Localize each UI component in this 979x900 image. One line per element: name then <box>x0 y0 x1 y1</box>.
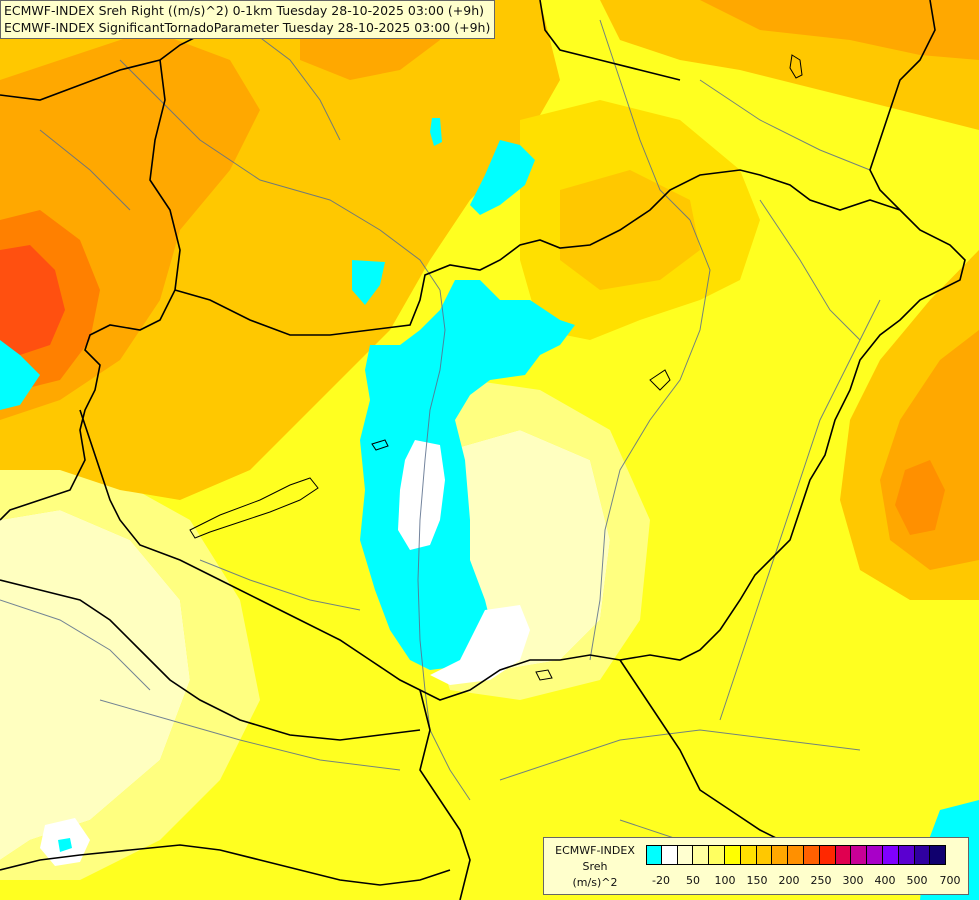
lake-small-east <box>649 369 671 391</box>
border-northwest <box>0 59 181 521</box>
lake-balaton <box>189 477 319 539</box>
legend-tick-labels: -20 50 100 150 200 250 300 400 500 700 <box>646 874 966 888</box>
legend-swatch <box>930 845 947 865</box>
legend-tick-label: 300 <box>842 874 864 887</box>
legend-swatch <box>788 845 804 865</box>
legend-color-scale <box>646 845 947 865</box>
legend-swatch <box>835 845 852 865</box>
border-north-poland <box>539 0 681 81</box>
legend-swatch <box>661 845 678 865</box>
title-box: ECMWF-INDEX Sreh Right ((m/s)^2) 0-1km T… <box>0 0 496 39</box>
border-south-lower <box>0 844 451 886</box>
lake-north-island <box>789 54 803 79</box>
legend-tick-label: 150 <box>746 874 768 887</box>
title-line-2: ECMWF-INDEX SignificantTornadoParameter … <box>4 20 491 35</box>
shading-amber-central <box>560 170 700 290</box>
legend-swatch <box>740 845 757 865</box>
legend-tick-label: 100 <box>714 874 736 887</box>
legend-swatch <box>851 845 868 865</box>
legend-variable: Sreh <box>582 860 608 873</box>
legend-tick-label: 700 <box>939 874 961 887</box>
shading-red-orange-west <box>0 245 65 355</box>
legend-swatch <box>724 845 741 865</box>
legend-swatch <box>819 845 836 865</box>
legend-swatch <box>772 845 789 865</box>
border-east-ukraine <box>869 0 936 211</box>
legend-swatch <box>646 845 662 865</box>
legend-swatch <box>882 845 899 865</box>
border-croatia-serbia <box>419 689 471 900</box>
legend-tick-label: 400 <box>874 874 896 887</box>
legend-swatch <box>898 845 915 865</box>
shading-cyan-central <box>360 280 575 670</box>
shading-deep-orange-east <box>895 460 945 535</box>
legend-tick-label: 50 <box>686 874 700 887</box>
shading-cyan-north-patch <box>352 260 385 305</box>
legend-tick-label: 200 <box>778 874 800 887</box>
legend-swatch <box>803 845 820 865</box>
legend-swatch <box>709 845 725 865</box>
legend-title: ECMWF-INDEX <box>555 844 635 857</box>
lake-small-south <box>535 669 553 681</box>
title-line-1: ECMWF-INDEX Sreh Right ((m/s)^2) 0-1km T… <box>4 3 484 18</box>
border-slovakia-hungary <box>79 169 966 701</box>
shading-cyan-west-edge <box>0 340 40 410</box>
rivers <box>0 19 881 861</box>
legend-unit: (m/s)^2 <box>572 876 618 889</box>
legend-tick-label: 500 <box>906 874 928 887</box>
lakes <box>189 54 803 681</box>
shading-white-south <box>430 605 530 685</box>
legend-swatch <box>677 845 694 865</box>
shading-white-central <box>398 440 445 550</box>
legend-swatch <box>914 845 931 865</box>
legend-swatch <box>756 845 773 865</box>
shading-cyan-small-spot <box>430 118 442 146</box>
border-south-west <box>0 579 421 741</box>
shading-cyan-north-streak <box>470 140 535 215</box>
legend-swatch <box>867 845 883 865</box>
shading-light-southwest <box>0 470 260 880</box>
shading-cyan-southwest <box>58 838 72 852</box>
legend-box: ECMWF-INDEX Sreh (m/s)^2 -20 50 100 150 200 2… <box>543 837 969 895</box>
lake-small-central <box>371 439 389 451</box>
shading-orange-northeast <box>700 0 979 60</box>
legend-tick-label: 250 <box>810 874 832 887</box>
shading-pale-southwest <box>0 510 190 860</box>
shading-light-central <box>410 380 650 700</box>
legend-tick-label: -20 <box>652 874 670 887</box>
legend-swatch <box>693 845 710 865</box>
